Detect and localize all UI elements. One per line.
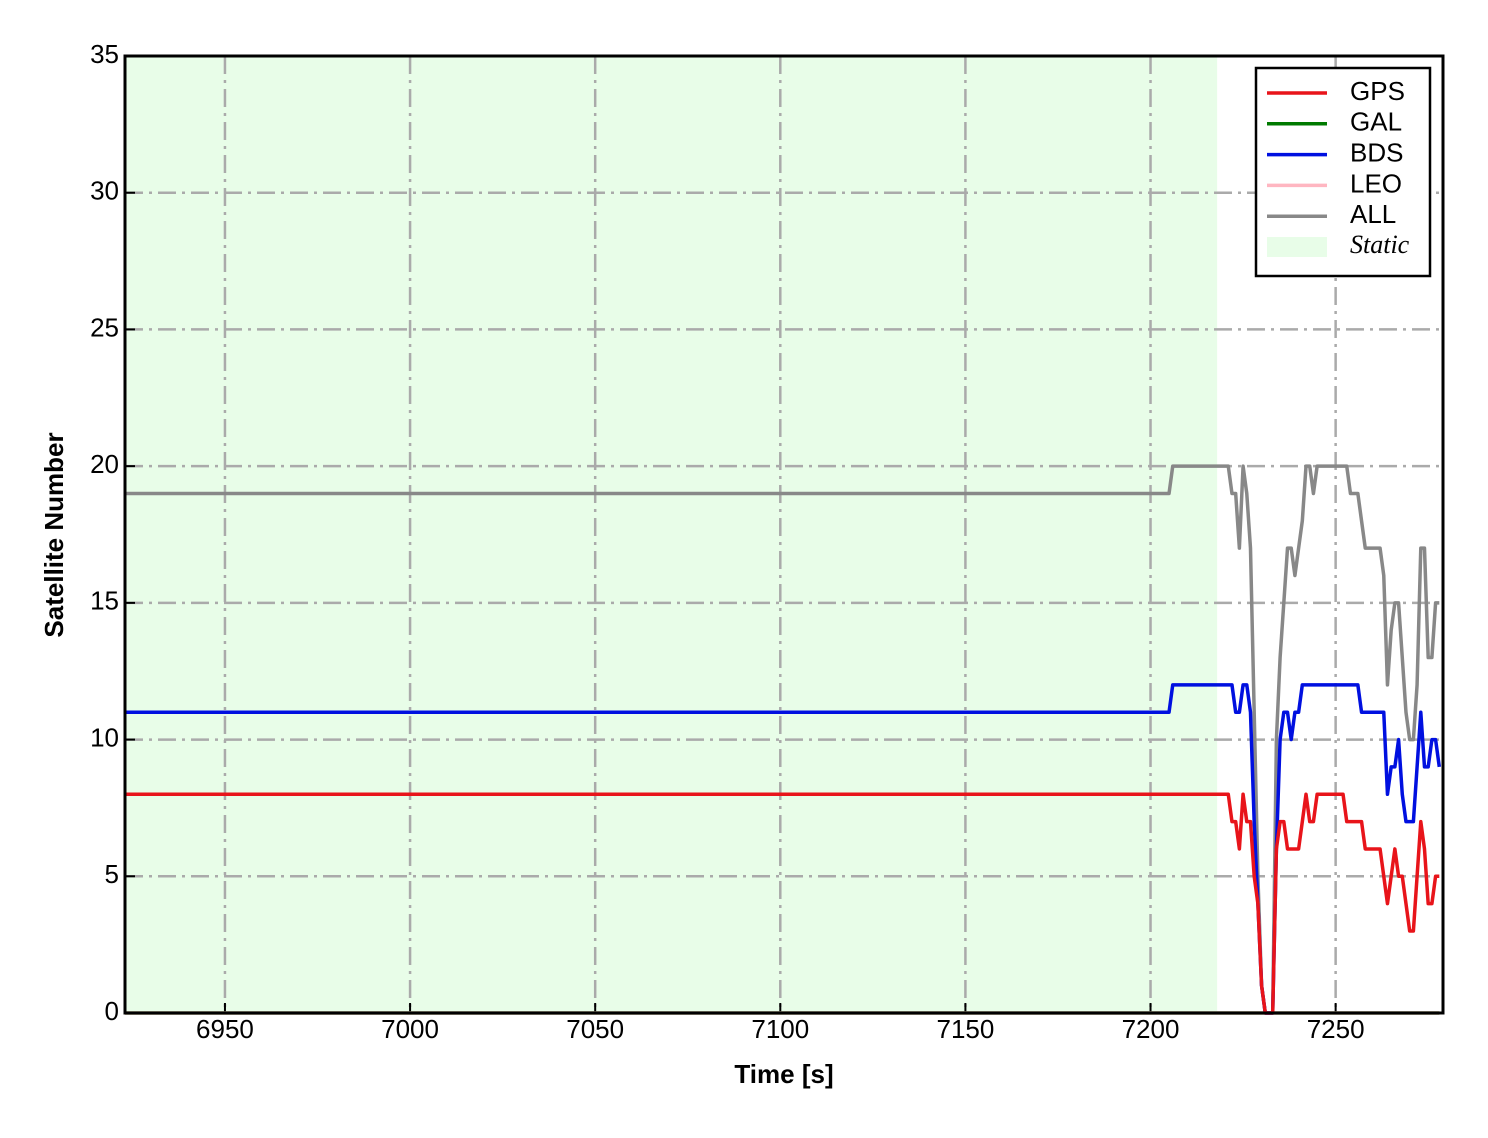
x-tick-label: 7150: [936, 1014, 994, 1044]
legend-label: Static: [1350, 230, 1410, 259]
plot-frame: [123, 54, 1445, 1015]
x-tick-label: 7250: [1307, 1014, 1365, 1044]
series-line: [125, 683, 1442, 1015]
legend-label: BDS: [1350, 137, 1403, 167]
legend-label: GPS: [1350, 76, 1405, 106]
legend-label: ALL: [1350, 199, 1396, 229]
x-axis-label: Time [s]: [734, 1059, 833, 1089]
x-tick-label: 7000: [381, 1014, 439, 1044]
legend-swatch: [1267, 237, 1327, 257]
y-tick-label: 5: [105, 859, 119, 889]
x-tick-label: 7050: [566, 1014, 624, 1044]
y-tick-label: 15: [90, 586, 119, 616]
series-line: [125, 464, 1440, 1015]
y-axis-label: Satellite Number: [39, 432, 69, 637]
y-tick-label: 10: [90, 722, 119, 752]
x-tick-label: 7200: [1122, 1014, 1180, 1044]
legend-label: GAL: [1350, 107, 1402, 137]
static-span: [125, 56, 1218, 1013]
x-tick-label: 6950: [196, 1014, 254, 1044]
y-tick-label: 25: [90, 312, 119, 342]
y-tick-label: 20: [90, 449, 119, 479]
y-tick-label: 30: [90, 176, 119, 206]
series-line: [125, 792, 1440, 1015]
y-tick-label: 0: [105, 996, 119, 1026]
y-tick-label: 35: [90, 39, 119, 69]
legend-label: LEO: [1350, 168, 1402, 198]
x-tick-label: 7100: [751, 1014, 809, 1044]
